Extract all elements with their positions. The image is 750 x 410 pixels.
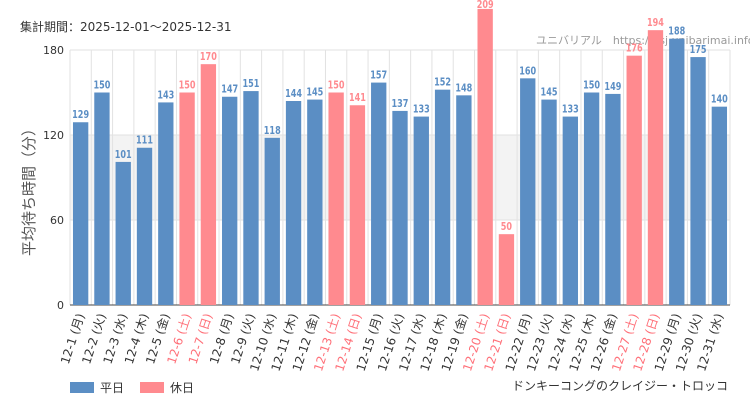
data-label: 149 <box>604 81 621 93</box>
bar <box>520 78 536 305</box>
bar <box>626 55 642 305</box>
bar <box>285 101 302 305</box>
bar <box>349 105 366 305</box>
data-label: 160 <box>519 66 536 78</box>
bar <box>413 116 429 305</box>
data-label: 137 <box>392 98 409 110</box>
legend-swatch-holiday <box>140 382 165 393</box>
data-label: 170 <box>200 51 217 63</box>
data-label: 209 <box>477 0 494 11</box>
watermark: ユニバリアル https://usj.unibarimai.info <box>536 34 750 47</box>
bar <box>562 116 578 305</box>
data-label: 143 <box>157 90 174 102</box>
bar <box>328 92 344 305</box>
bar <box>371 82 387 305</box>
legend-item-weekday: 平日 <box>70 379 124 396</box>
bar <box>434 89 451 306</box>
bar <box>711 106 728 306</box>
bar <box>222 96 238 305</box>
bar <box>477 8 493 306</box>
data-label: 150 <box>93 80 110 92</box>
data-label: 147 <box>221 84 238 96</box>
legend-label-holiday: 休日 <box>170 381 195 395</box>
bar <box>583 92 600 305</box>
data-label: 141 <box>349 93 366 105</box>
period-label: 集計期間：2025-12-01～2025-12-31 <box>20 20 232 34</box>
legend-swatch-weekday <box>70 382 94 393</box>
legend-label-weekday: 平日 <box>100 381 125 395</box>
data-label: 140 <box>711 94 728 106</box>
bar <box>456 95 472 305</box>
data-label: 133 <box>562 104 579 116</box>
data-label: 194 <box>647 17 664 29</box>
bar <box>669 38 685 306</box>
bar <box>200 64 217 306</box>
data-label: 150 <box>179 80 196 92</box>
data-label: 145 <box>306 87 323 99</box>
bar <box>264 137 280 305</box>
data-label: 150 <box>328 80 345 92</box>
data-label: 118 <box>264 125 281 137</box>
y-tick-label: 0 <box>57 299 64 312</box>
bar <box>243 91 259 305</box>
attraction-name: ドンキーコングのクレイジー・トロッコ <box>511 379 728 393</box>
legend: 平日 休日 <box>70 379 210 396</box>
data-label: 188 <box>668 26 685 38</box>
data-label: 101 <box>115 149 132 161</box>
bar <box>136 147 153 305</box>
bar <box>647 30 664 306</box>
data-label: 148 <box>455 83 472 95</box>
bar <box>605 93 621 306</box>
bar <box>690 57 706 306</box>
data-label: 150 <box>583 80 600 92</box>
data-label: 152 <box>434 77 451 89</box>
legend-item-holiday: 休日 <box>140 379 194 396</box>
data-label: 157 <box>370 70 387 82</box>
bar <box>392 110 408 306</box>
data-label: 176 <box>626 43 643 55</box>
bar <box>541 99 557 305</box>
data-label: 175 <box>690 44 707 56</box>
bar <box>307 99 323 305</box>
bar <box>179 92 195 305</box>
data-label: 50 <box>501 221 512 233</box>
data-label: 144 <box>285 88 302 100</box>
data-label: 133 <box>413 104 430 116</box>
bar <box>94 92 110 305</box>
y-tick-label: 60 <box>50 214 64 227</box>
bar <box>158 102 174 306</box>
bar <box>72 122 89 305</box>
data-label: 145 <box>541 87 558 99</box>
data-label: 129 <box>72 110 89 122</box>
data-label: 151 <box>243 78 260 90</box>
y-tick-label: 180 <box>43 44 64 57</box>
bar <box>115 161 131 305</box>
data-label: 111 <box>136 135 153 147</box>
bar <box>498 234 515 305</box>
y-tick-label: 120 <box>43 129 64 142</box>
